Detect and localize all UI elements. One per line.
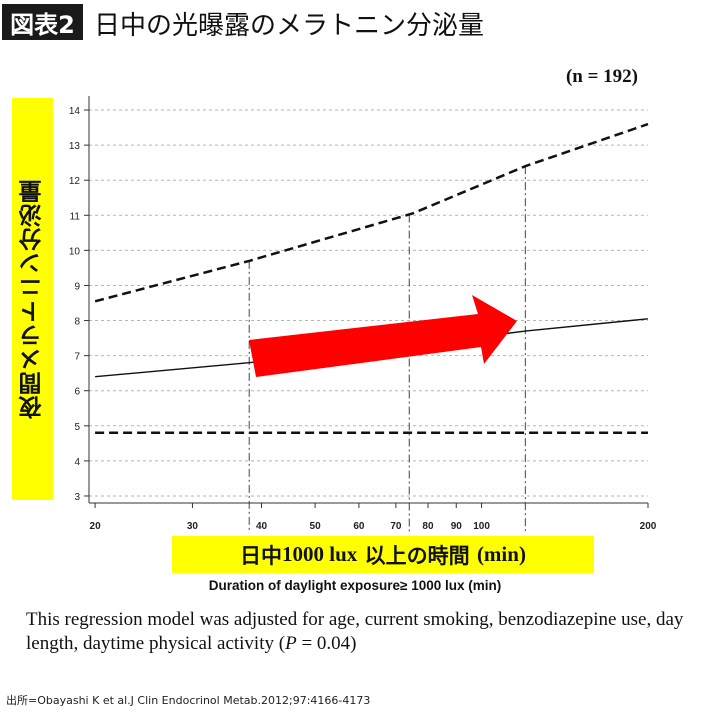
x-tick-label: 30 [187,521,199,532]
x-axis-label-prefix: 日中 [240,543,283,568]
y-tick-label: 13 [69,141,81,152]
regression-note: This regression model was adjusted for a… [26,608,706,656]
red-arrow [249,295,517,377]
y-tick-label: 10 [69,246,81,257]
y-tick-label: 9 [74,281,80,292]
axes [84,96,649,508]
tick-labels: 3 4 5 6 7 8 9 10 11 12 13 14 20 30 40 50 60 70 80 90 100 200 [69,106,657,532]
y-tick-label: 5 [74,422,80,433]
y-axis-label-box: 夜間メラトニン分泌量 [12,98,53,500]
x-tick-label: 60 [353,521,365,532]
y-axis-label: 夜間メラトニン分泌量 [19,179,46,419]
dashed-series-line [94,122,649,303]
x-axis-label-suffix: 以上の時間 [364,543,470,568]
x-tick-label: 100 [473,521,490,532]
y-tick-label: 12 [69,176,81,187]
x-tick-label: 70 [390,521,402,532]
figure-badge: 図表2 [2,4,83,40]
x-tick-label: 20 [90,521,102,532]
sample-size-label: (n = 192) [565,66,638,87]
x-tick-label: 90 [451,521,463,532]
y-tick-label: 11 [70,211,81,222]
note-p-value: = 0.04) [296,633,357,654]
x-tick-label: 40 [256,521,268,532]
x-axis-label-box: 日中 1000 lux 以上の時間 (min) [172,536,594,573]
y-tick-label: 4 [74,457,80,468]
series-lines [94,122,649,435]
y-tick-label: 14 [69,106,81,117]
note-text: This regression model was adjusted for a… [26,609,684,654]
source-citation: 出所=Obayashi K et al.J Clin Endocrinol Me… [6,694,371,707]
note-p-symbol: P [285,633,297,654]
reference-lines [248,166,526,533]
x-tick-label: 200 [640,521,657,532]
figure-title: 日中の光曝露のメラトニン分泌量 [94,11,485,41]
x-tick-label: 80 [422,521,434,532]
y-tick-label: 7 [74,352,80,363]
y-tick-label: 8 [74,317,80,328]
x-axis-label-unit: (min) [476,542,526,566]
grid-lines [89,109,648,497]
annotation-layer [249,295,517,377]
x-axis-label-english: Duration of daylight exposure≥ 1000 lux … [208,578,502,593]
y-tick-label: 6 [74,387,80,398]
x-tick-label: 50 [310,521,322,532]
y-tick-label: 3 [74,492,80,503]
x-axis-label-value: 1000 lux [282,542,358,566]
